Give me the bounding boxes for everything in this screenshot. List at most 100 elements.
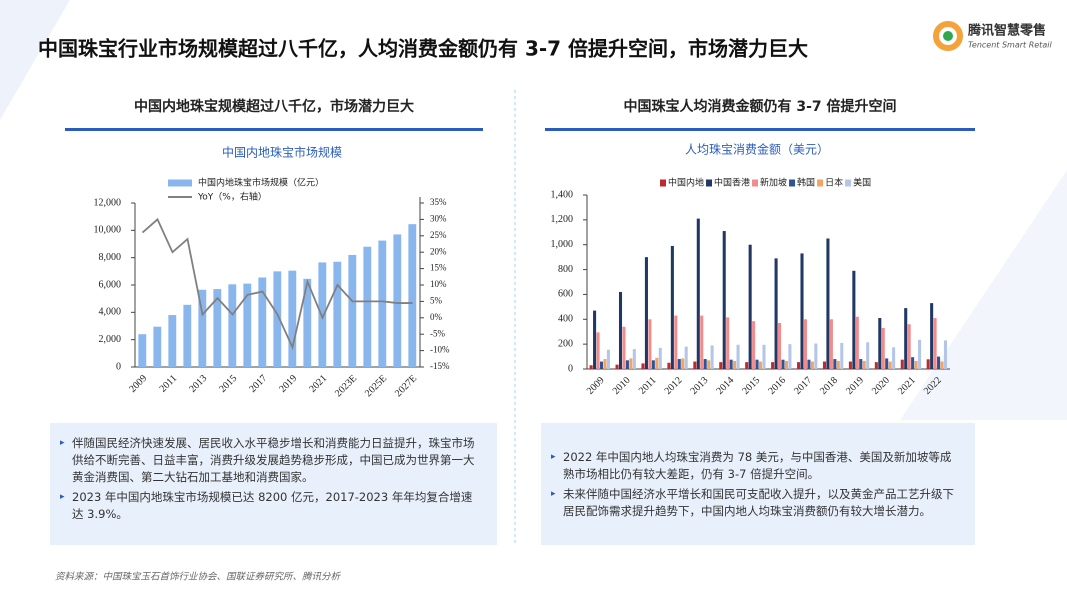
y2-tick-label: 20% (430, 246, 447, 256)
bar (852, 270, 856, 369)
bar (907, 324, 911, 369)
bar (943, 340, 948, 369)
bar (618, 291, 623, 369)
bar (700, 315, 704, 369)
y2-tick-label: -5% (430, 328, 445, 338)
bar (153, 326, 162, 367)
bar (622, 326, 626, 369)
bar (288, 270, 297, 367)
bar (589, 365, 593, 369)
y2-tick-label: 5% (430, 295, 443, 305)
bullet: 未来伴随中国经济水平增长和国民可支配收入提升，以及黄金产品工艺升级下居民配饰需求… (551, 486, 961, 520)
bar (829, 319, 833, 369)
bar (748, 244, 752, 369)
x-tick-label: 2019 (844, 375, 866, 397)
bar (726, 317, 730, 369)
bar (940, 361, 944, 369)
bullet: 2023 年中国内地珠宝市场规模已达 8200 亿元，2017-2023 年年均… (60, 489, 483, 523)
bar (862, 360, 866, 369)
x-tick-label: 2027E (393, 373, 419, 399)
bar (848, 361, 852, 369)
bar (881, 327, 885, 369)
bar (762, 344, 766, 369)
bar (836, 360, 840, 369)
bar (228, 284, 237, 367)
bar (781, 359, 785, 369)
bar (810, 361, 814, 369)
bar (788, 344, 792, 369)
y2-tick-label: 30% (430, 213, 447, 223)
bar (651, 360, 655, 369)
legend-label: 美国 (853, 177, 871, 189)
slide-title: 中国珠宝行业市场规模超过八千亿，人均消费金额仍有 3-7 倍提升空间，市场潜力巨… (38, 37, 808, 61)
legend-swatch (706, 179, 713, 187)
x-tick-label: 2010 (611, 375, 633, 397)
bar (198, 289, 207, 367)
source: 资料来源：中国珠宝玉石首饰行业协会、国联证券研究所、腾讯分析 (55, 571, 342, 583)
bar (655, 357, 659, 369)
bar (722, 231, 726, 369)
bar (710, 345, 714, 369)
legend-label: YoY（%，右轴） (197, 191, 267, 203)
bar (878, 318, 882, 369)
bar (667, 362, 671, 369)
bullet: 伴随国民经济快速发展、居民收入水平稳步增长和消费能力日益提升，珠宝市场供给不断完… (60, 435, 483, 486)
legend-swatch (817, 179, 824, 187)
x-tick-label: 2020 (870, 375, 892, 397)
line (141, 217, 413, 351)
logo (943, 31, 953, 41)
bar (778, 323, 782, 369)
decor (900, 170, 1067, 420)
bar (736, 344, 740, 369)
x-tick-label: 2015 (217, 373, 239, 395)
y2-tick-label: 0% (430, 312, 443, 322)
bullet: 2022 年中国内地人均珠宝消费为 78 美元，与中国香港、美国及新加坡等成熟市… (551, 449, 961, 483)
panel-heading: 中国内地珠宝规模超过八千亿，市场潜力巨大 (134, 98, 414, 115)
x-tick-label: 2016 (766, 375, 788, 397)
bar (625, 360, 629, 369)
bar (719, 362, 723, 369)
bar (892, 347, 896, 369)
x-tick-label: 2013 (187, 373, 209, 395)
bar (684, 346, 688, 369)
bar (729, 359, 733, 369)
bar (752, 321, 756, 369)
bar (937, 356, 941, 369)
bar (670, 245, 674, 369)
bar (693, 361, 697, 369)
bar (348, 254, 357, 367)
legend-label: 新加坡 (760, 177, 787, 189)
x-tick-label: 2014 (714, 375, 736, 397)
bar (243, 283, 252, 367)
bar (629, 358, 633, 369)
bar (168, 315, 177, 367)
bar (855, 316, 859, 369)
bar (888, 361, 892, 369)
bar (745, 362, 749, 369)
chart-title: 中国内地珠宝市场规模 (222, 145, 342, 160)
y-tick-label: 1,000 (551, 239, 574, 250)
bar (874, 362, 878, 369)
x-tick-label: 2011 (158, 373, 180, 395)
x-tick-label: 2021 (307, 373, 329, 395)
bullet-box: 2022 年中国内地人均珠宝消费为 78 美元，与中国香港、美国及新加坡等成熟市… (541, 423, 975, 545)
bar (303, 278, 312, 367)
bar (807, 359, 811, 369)
logo (933, 21, 963, 51)
bar (641, 363, 645, 369)
bar (930, 303, 934, 369)
bar (707, 360, 711, 369)
x-tick-label: 2012 (663, 375, 685, 397)
bar (840, 342, 844, 369)
y-tick-label: 200 (558, 338, 573, 349)
bar (914, 360, 918, 369)
bar (774, 258, 778, 369)
panel-heading: 中国珠宝人均消费金额仍有 3-7 倍提升空间 (623, 98, 896, 115)
legend-swatch (168, 179, 192, 187)
x-tick-label: 2018 (818, 375, 840, 397)
bar (273, 271, 282, 367)
bar (784, 360, 788, 369)
heading-rule (545, 128, 975, 131)
x-tick-label: 2015 (740, 375, 762, 397)
